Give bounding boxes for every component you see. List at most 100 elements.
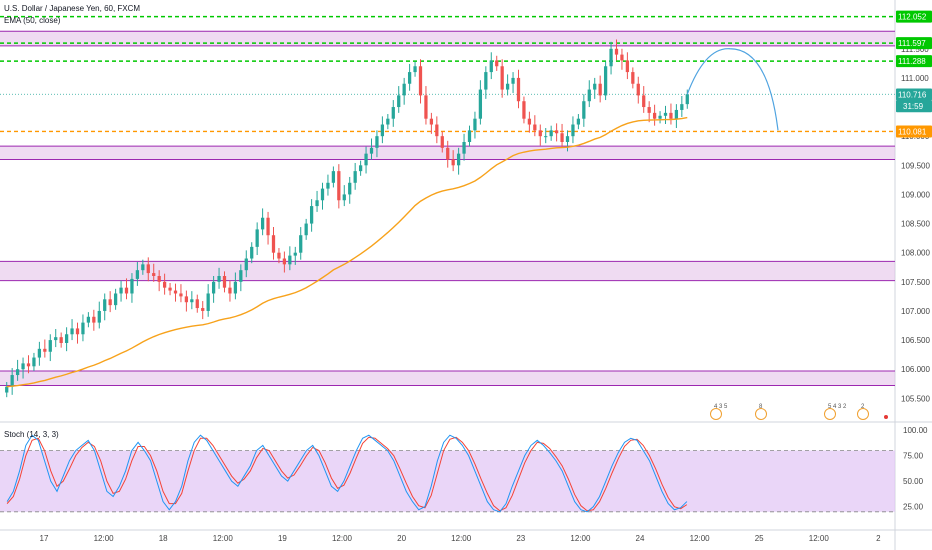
economic-event-label: 2 xyxy=(861,404,865,410)
candle-body xyxy=(658,115,662,119)
candle-body xyxy=(70,328,74,335)
support-resistance-zone xyxy=(0,370,895,386)
candle-body xyxy=(228,287,232,294)
candle-body xyxy=(636,83,640,96)
candle-body xyxy=(15,369,20,376)
candle-body xyxy=(511,77,515,84)
economic-event-label: 4 3 5 xyxy=(714,404,728,410)
price-tick-label: 107.000 xyxy=(901,307,930,316)
economic-event-icon[interactable] xyxy=(710,408,722,420)
candle-body xyxy=(195,299,199,309)
candle-body xyxy=(135,270,140,279)
candle-body xyxy=(337,171,341,201)
candle-body xyxy=(538,130,542,137)
candle-body xyxy=(571,124,575,137)
candle-body xyxy=(168,287,172,291)
time-tick-label: 2 xyxy=(876,534,881,543)
candle-body xyxy=(609,48,613,67)
candle-body xyxy=(288,255,292,265)
candle-body xyxy=(549,130,553,137)
price-label-tag xyxy=(896,37,932,50)
candle-body xyxy=(304,223,308,236)
candle-body xyxy=(565,136,570,142)
candle-body xyxy=(37,348,42,358)
time-tick-label: 12:00 xyxy=(451,534,472,543)
candle-body xyxy=(141,264,145,271)
event-dot-icon[interactable] xyxy=(884,415,888,419)
candle-body xyxy=(255,229,259,247)
candle-body xyxy=(173,290,178,294)
economic-event-icon[interactable] xyxy=(824,408,836,420)
candle-body xyxy=(293,252,297,256)
candle-body xyxy=(10,375,14,387)
time-tick-label: 17 xyxy=(40,534,49,543)
candle-body xyxy=(489,60,493,73)
candle-body xyxy=(625,60,630,73)
candle-body xyxy=(201,308,205,311)
economic-event-icon[interactable] xyxy=(755,408,767,420)
candle-body xyxy=(331,171,336,183)
time-tick-label: 12:00 xyxy=(332,534,353,543)
candle-body xyxy=(364,153,368,166)
economic-event-icon[interactable] xyxy=(857,408,869,420)
candle-body xyxy=(533,124,537,131)
candle-body xyxy=(26,363,31,367)
candle-body xyxy=(299,235,303,253)
ema-legend: EMA (50, close) xyxy=(4,16,61,25)
candle-body xyxy=(86,316,91,323)
price-label-tag xyxy=(896,88,932,101)
candle-body xyxy=(326,182,330,189)
candle-body xyxy=(440,136,444,148)
price-label-text: 111.597 xyxy=(898,39,926,48)
candle-body xyxy=(451,159,455,166)
time-tick-label: 12:00 xyxy=(570,534,591,543)
candle-body xyxy=(271,235,276,253)
candle-body xyxy=(130,278,134,294)
price-label-tag xyxy=(896,125,932,138)
candle-body xyxy=(113,293,118,306)
candle-body xyxy=(576,118,581,125)
candle-body xyxy=(500,66,504,90)
time-tick-label: 12:00 xyxy=(94,534,115,543)
stoch-tick-label: 25.00 xyxy=(903,503,924,512)
candle-body xyxy=(560,133,564,142)
candle-body xyxy=(418,66,423,96)
candle-body xyxy=(97,310,101,323)
candle-body xyxy=(614,48,619,55)
candle-body xyxy=(446,147,450,160)
candle-body xyxy=(473,118,477,131)
time-tick-label: 19 xyxy=(278,534,287,543)
price-label-text: 112.052 xyxy=(898,13,927,22)
candle-body xyxy=(620,54,624,61)
candle-body xyxy=(217,276,221,282)
countdown-tag xyxy=(896,100,932,113)
stoch-tick-label: 100.00 xyxy=(903,426,928,435)
candle-body xyxy=(484,72,488,90)
candle-body xyxy=(402,83,406,96)
candle-body xyxy=(5,386,9,393)
candle-body xyxy=(598,83,602,96)
candle-body xyxy=(462,142,466,154)
time-tick-label: 12:00 xyxy=(690,534,711,543)
candle-body xyxy=(206,293,210,311)
price-tick-label: 105.500 xyxy=(901,394,930,403)
time-tick-label: 12:00 xyxy=(809,534,830,543)
price-tick-label: 106.500 xyxy=(901,336,930,345)
candle-body xyxy=(397,95,401,108)
price-tick-label: 107.500 xyxy=(901,278,930,287)
candle-body xyxy=(669,112,673,119)
price-tick-label: 111.000 xyxy=(901,74,929,83)
price-label-tag xyxy=(896,55,932,68)
time-tick-label: 20 xyxy=(397,534,406,543)
candle-body xyxy=(685,94,689,105)
time-tick-label: 12:00 xyxy=(213,534,234,543)
candle-body xyxy=(582,101,586,119)
candle-body xyxy=(32,357,36,367)
stoch-d-line xyxy=(6,436,688,512)
candle-body xyxy=(631,72,635,84)
candle-body xyxy=(527,118,532,125)
candle-body xyxy=(43,348,47,352)
candle-body xyxy=(320,188,325,201)
time-tick-label: 23 xyxy=(516,534,525,543)
